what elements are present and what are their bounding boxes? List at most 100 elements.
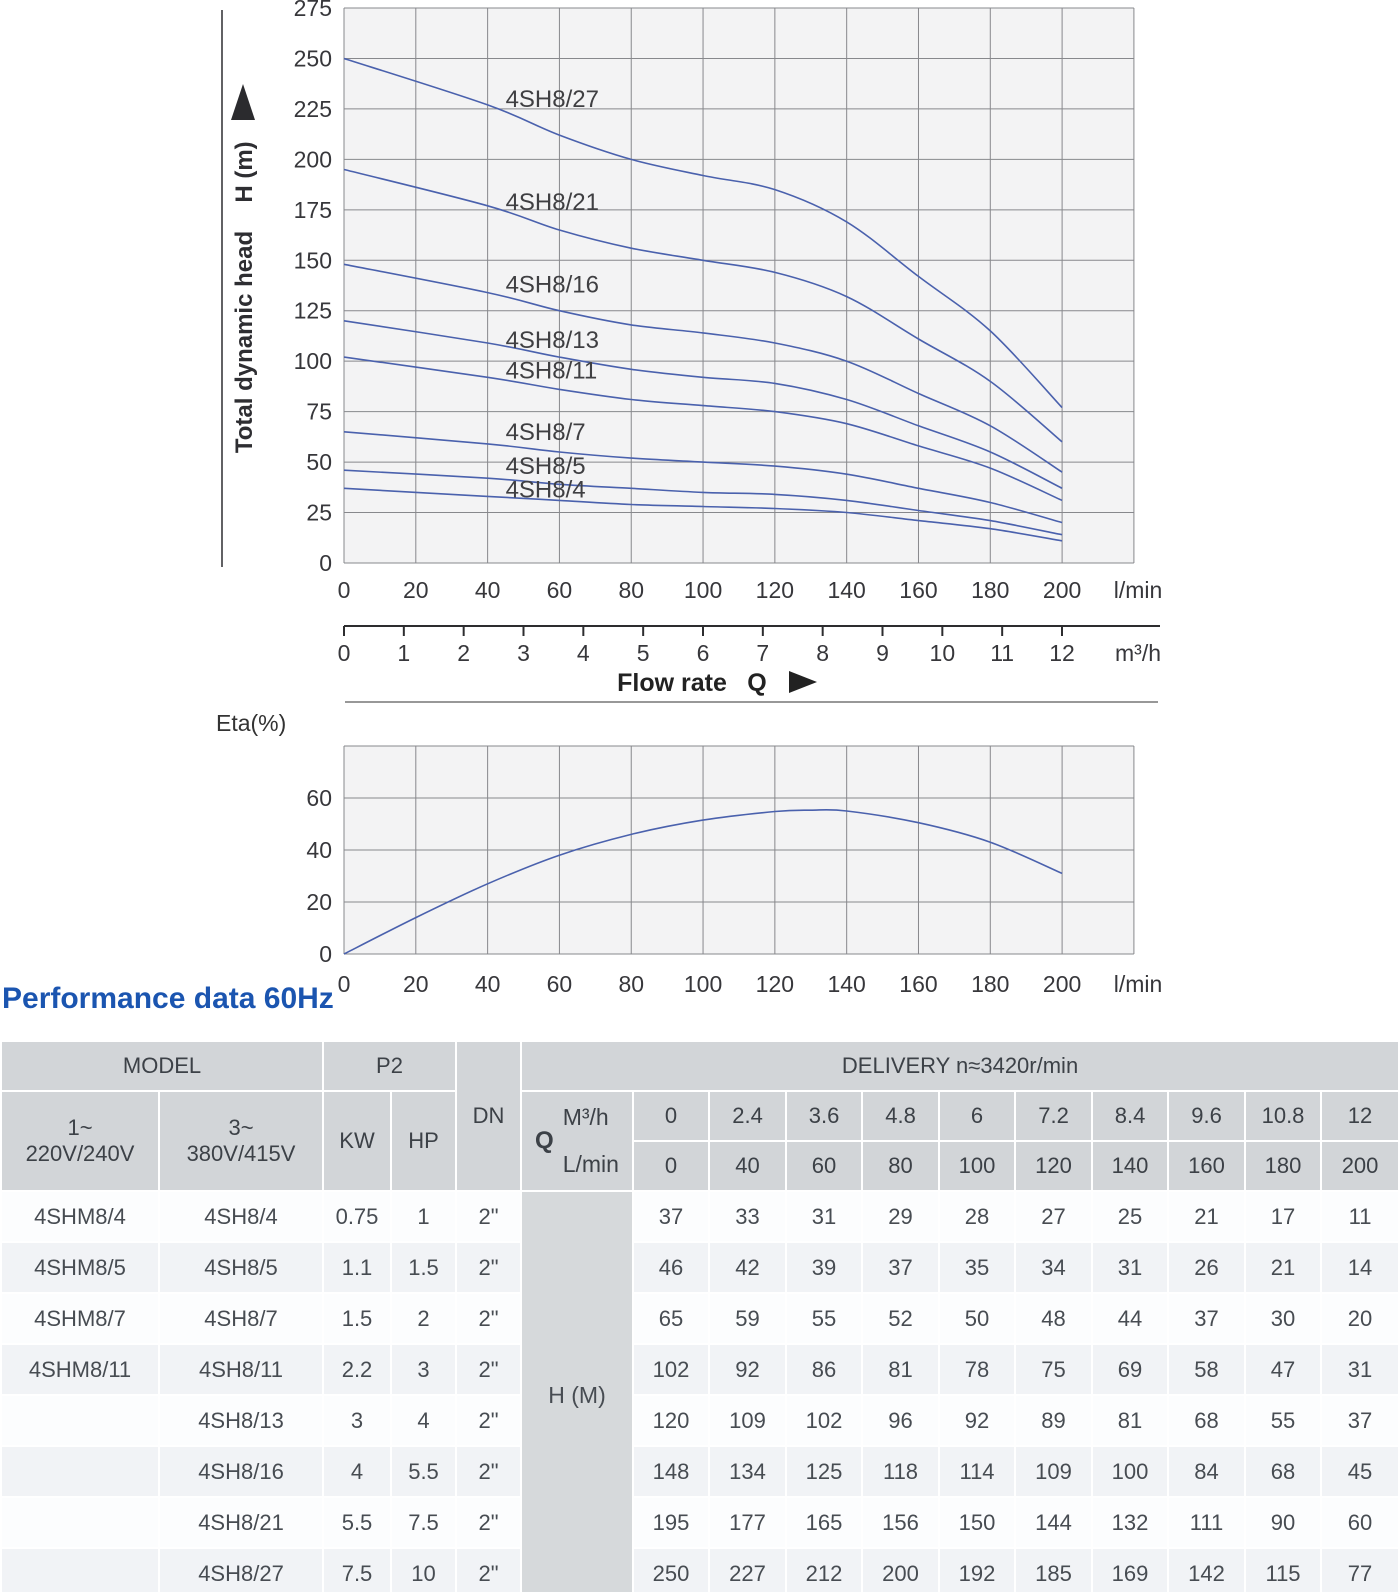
m3h-header-cell: 2.4: [708, 1090, 788, 1142]
kw-cell: 1.5: [322, 1292, 392, 1345]
hq-curve-4SH8/13: [343, 320, 1063, 490]
head-value-cell: 35: [938, 1241, 1017, 1294]
ytick-label: 200: [294, 146, 332, 172]
ytick-label: 150: [294, 247, 332, 273]
lmin-header-cell: 60: [785, 1140, 864, 1192]
xtick-label-m3h: 5: [637, 640, 650, 666]
y-axis-unit-label: H (m): [231, 141, 258, 202]
head-value-cell: 75: [1014, 1343, 1094, 1396]
xtick-label-lmin: 180: [971, 971, 1009, 997]
head-value-cell: 11: [1320, 1190, 1400, 1243]
table-row: 4SHM8/4 4SH8/4 0.75 1 2" H (M) 37 33 31 29 28 27 25 2…: [0, 1190, 1400, 1592]
head-value-cell: 86: [785, 1343, 864, 1396]
curve-label: 4SH8/16: [506, 272, 599, 299]
head-value-cell: 31: [1320, 1343, 1400, 1396]
head-value-cell: 46: [632, 1241, 711, 1294]
xtick-label-lmin: 20: [403, 971, 429, 997]
xtick-label-m3h: 2: [457, 640, 470, 666]
head-value-cell: 44: [1091, 1292, 1170, 1345]
head-value-cell: 195: [632, 1496, 711, 1549]
xtick-label-lmin: 200: [1043, 971, 1081, 997]
head-value-cell: 200: [861, 1547, 941, 1592]
hq-curve-4SH8/4: [343, 487, 1063, 542]
hq-curve-4SH8/5: [343, 469, 1063, 536]
head-value-cell: 109: [1014, 1445, 1094, 1498]
lmin-header-cell: 180: [1244, 1140, 1323, 1192]
head-value-cell: 92: [708, 1343, 788, 1396]
pump-performance-charts: 4SH8/27 4SH8/21 4SH8/16 4SH8/13 4SH8/11 4SH8/…: [216, 0, 1162, 997]
ytick-label: 25: [306, 500, 332, 526]
head-value-cell: 212: [785, 1547, 864, 1592]
xtick-label-m3h: 10: [930, 640, 956, 666]
col-header-delivery: DELIVERY n≈3420r/min: [520, 1040, 1400, 1092]
head-value-cell: 144: [1014, 1496, 1094, 1549]
kw-cell: 5.5: [322, 1496, 392, 1549]
head-value-cell: 169: [1091, 1547, 1170, 1592]
head-value-cell: 109: [708, 1394, 788, 1447]
hp-cell: 5.5: [389, 1445, 458, 1498]
head-value-cell: 114: [938, 1445, 1017, 1498]
model1-cell: 4SHM8/5: [0, 1241, 160, 1294]
m3h-header-cell: 0: [632, 1090, 711, 1142]
head-value-cell: 37: [1320, 1394, 1400, 1447]
model1-cell: [0, 1547, 160, 1592]
curve-label: 4SH8/5: [506, 453, 586, 480]
dn-cell: 2": [455, 1343, 523, 1396]
xtick-label-lmin: 120: [756, 971, 794, 997]
q-unit-lmin: L/min: [562, 1151, 619, 1177]
hq-curve-4SH8/27: [343, 57, 1063, 409]
dn-cell: 2": [455, 1394, 523, 1447]
model1-cell: [0, 1496, 160, 1549]
model1-cell: [0, 1445, 160, 1498]
head-value-cell: 185: [1014, 1547, 1094, 1592]
xtick-label-lmin: 0: [338, 577, 351, 603]
header-row-lmin: 0 40 60 80 100 120 140 160 180 200: [1, 1140, 1400, 1192]
curve-label: 4SH8/27: [506, 86, 599, 113]
head-value-cell: 177: [708, 1496, 788, 1549]
hq-curve-4SH8/11: [343, 356, 1063, 502]
head-value-cell: 132: [1091, 1496, 1170, 1549]
lmin-header-cell: 40: [708, 1140, 788, 1192]
head-value-cell: 21: [1167, 1190, 1247, 1243]
head-value-cell: 102: [785, 1394, 864, 1447]
lmin-header-cell: 0: [632, 1140, 711, 1192]
eta-axis-title: Eta(%): [216, 710, 286, 736]
head-value-cell: 17: [1244, 1190, 1323, 1243]
head-value-cell: 111: [1167, 1496, 1247, 1549]
xtick-label-lmin: 160: [899, 577, 937, 603]
head-value-cell: 250: [632, 1547, 711, 1592]
xtick-label-lmin: 120: [756, 577, 794, 603]
lmin-header-cell: 120: [1014, 1140, 1094, 1192]
xtick-label-m3h: 12: [1049, 640, 1075, 666]
dn-cell: 2": [455, 1547, 523, 1592]
xtick-label-m3h: 6: [697, 640, 710, 666]
head-value-cell: 81: [861, 1343, 941, 1396]
xtick-label-m3h: 0: [338, 640, 351, 666]
head-value-cell: 102: [632, 1343, 711, 1396]
head-value-cell: 34: [1014, 1241, 1094, 1294]
head-value-cell: 84: [1167, 1445, 1247, 1498]
head-value-cell: 33: [708, 1190, 788, 1243]
kw-cell: 2.2: [322, 1343, 392, 1396]
dn-cell: 2": [455, 1496, 523, 1549]
phase3-line2: 380V/415V: [186, 1141, 296, 1166]
xtick-label-m3h: 7: [756, 640, 769, 666]
head-value-cell: 20: [1320, 1292, 1400, 1345]
xtick-label-m3h: 3: [517, 640, 530, 666]
col-header-q: Q M³/h L/min: [520, 1090, 635, 1192]
table-row: 4SHM8/7 4SH8/7 1.5 2 2" 65 59 55 52 50 48 44 37 30 20: [0, 1292, 1400, 1345]
head-value-cell: 28: [938, 1190, 1017, 1243]
lmin-header-cell: 200: [1320, 1140, 1400, 1192]
curve-label: 4SH8/7: [506, 419, 586, 446]
head-value-cell: 59: [708, 1292, 788, 1345]
ytick-label: 125: [294, 298, 332, 324]
col-header-p2: P2: [321, 1040, 458, 1092]
head-value-cell: 134: [708, 1445, 788, 1498]
arrow-up-icon: [231, 84, 255, 120]
m3h-header-cell: 7.2: [1014, 1090, 1094, 1142]
model2-cell: 4SH8/7: [158, 1292, 324, 1345]
hp-cell: 7.5: [389, 1496, 458, 1549]
head-value-cell: 89: [1014, 1394, 1094, 1447]
m3h-header-cell: 4.8: [861, 1090, 941, 1142]
xtick-label-lmin: 40: [475, 577, 501, 603]
